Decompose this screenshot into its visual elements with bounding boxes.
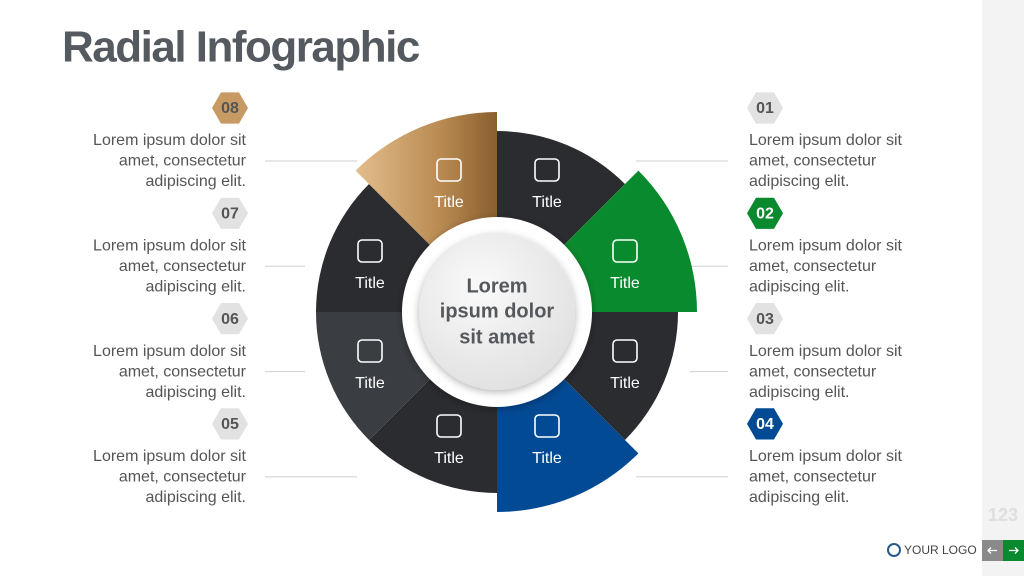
item-text: Lorem ipsum dolor sit: [749, 448, 903, 465]
item-text: amet, consectetur: [749, 153, 877, 170]
segment-icon: [534, 414, 560, 438]
item-text: adipiscing elit.: [146, 173, 247, 190]
page-number: 123: [988, 505, 1018, 525]
item-text: amet, consectetur: [119, 363, 247, 380]
hub-text: sit amet: [459, 326, 535, 348]
items: 01 Lorem ipsum dolor sit amet, consectetur…: [93, 92, 903, 506]
segment: [497, 375, 639, 512]
segment-label: Title: [434, 194, 464, 211]
item-text: adipiscing elit.: [749, 173, 850, 190]
segment-icon: [357, 239, 383, 263]
segment: [560, 170, 697, 312]
segment-icon: [534, 158, 560, 182]
item-text: amet, consectetur: [119, 469, 247, 486]
item-number: 02: [756, 206, 774, 223]
item-number: 03: [756, 311, 774, 328]
item-number: 05: [221, 416, 239, 433]
number-badge: [212, 92, 248, 124]
segment: [316, 312, 434, 440]
item-text: adipiscing elit.: [146, 489, 247, 506]
item-text: adipiscing elit.: [749, 384, 850, 401]
slide-title: Radial Infographic: [62, 23, 420, 72]
item-text: Lorem ipsum dolor sit: [749, 132, 903, 149]
segment: [497, 131, 625, 249]
item-number: 01: [756, 100, 774, 117]
item-number: 07: [221, 206, 239, 223]
segment-label: Title: [610, 275, 640, 292]
segment-icon: [357, 339, 383, 363]
segment-label: Title: [355, 375, 385, 392]
segment-label: Title: [610, 375, 640, 392]
item-text: Lorem ipsum dolor sit: [749, 238, 903, 255]
segment: [560, 312, 678, 440]
number-badge: [747, 303, 783, 335]
item-text: adipiscing elit.: [146, 384, 247, 401]
item-text: amet, consectetur: [119, 258, 247, 275]
segment-label: Title: [532, 450, 562, 467]
hub: [419, 234, 575, 390]
wheel: Title Title Title Title Title Title Title Title: [316, 112, 697, 512]
item-text: amet, consectetur: [749, 363, 877, 380]
item-text: amet, consectetur: [119, 153, 247, 170]
item-number: 06: [221, 311, 239, 328]
segment-icon: [612, 339, 638, 363]
item-text: Lorem ipsum dolor sit: [93, 132, 247, 149]
connectors: [265, 160, 728, 478]
segment-label: Title: [532, 194, 562, 211]
hub-text: ipsum dolor: [440, 300, 555, 322]
item-text: amet, consectetur: [749, 469, 877, 486]
logo-icon: [887, 543, 901, 557]
hub-text: Lorem: [466, 275, 527, 297]
item-text: amet, consectetur: [749, 258, 877, 275]
item-text: adipiscing elit.: [749, 489, 850, 506]
number-badge: [747, 408, 783, 440]
item-text: Lorem ipsum dolor sit: [749, 343, 903, 360]
segment-icon: [436, 414, 462, 438]
item-text: adipiscing elit.: [749, 279, 850, 296]
segment: [369, 375, 497, 493]
prev-arrow: [987, 547, 997, 554]
logo: YOUR LOGO: [904, 543, 977, 557]
next-arrow: [1009, 547, 1019, 554]
segment: [355, 112, 497, 249]
segment-icon: [436, 158, 462, 182]
item-number: 04: [756, 416, 774, 433]
number-badge: [212, 408, 248, 440]
segment-label: Title: [355, 275, 385, 292]
item-text: Lorem ipsum dolor sit: [93, 448, 247, 465]
number-badge: [212, 303, 248, 335]
segment-label: Title: [434, 450, 464, 467]
item-text: Lorem ipsum dolor sit: [93, 238, 247, 255]
segment: [316, 184, 434, 312]
item-text: Lorem ipsum dolor sit: [93, 343, 247, 360]
item-number: 08: [221, 100, 239, 117]
item-text: adipiscing elit.: [146, 279, 247, 296]
number-badge: [747, 92, 783, 124]
number-badge: [212, 197, 248, 229]
segment-icon: [612, 239, 638, 263]
number-badge: [747, 197, 783, 229]
side-strip: [982, 0, 1024, 576]
